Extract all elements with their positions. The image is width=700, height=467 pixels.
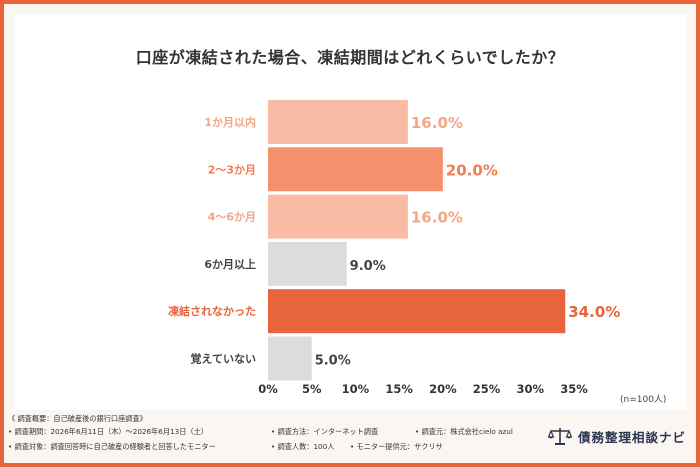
survey-source: • 調査元：株式会社cielo azul <box>415 427 513 437</box>
x-tick-label: 25% <box>473 382 501 396</box>
survey-method-text: 調査方法：インターネット調査 <box>277 427 379 436</box>
bullet: • <box>271 442 276 451</box>
bar-3 <box>268 241 347 286</box>
sample-size-note: (n=100人) <box>620 395 667 405</box>
bullet: • <box>8 427 13 436</box>
bar-0 <box>268 100 408 144</box>
survey-source-text: 調査元：株式会社cielo azul <box>421 427 513 436</box>
x-tick-label: 5% <box>302 382 322 396</box>
x-tick-label: 35% <box>560 382 588 396</box>
bullet: • <box>271 427 276 436</box>
category-label: 凍結されなかった <box>168 304 256 318</box>
data-label: 5.0% <box>315 354 351 369</box>
bar-1 <box>268 147 443 192</box>
scales-icon <box>548 428 572 445</box>
x-tick-label: 20% <box>429 382 457 396</box>
bullet: • <box>8 442 13 451</box>
data-label: 9.0% <box>350 259 386 274</box>
brand-logo-text: 債務整理相談ナビ <box>578 429 687 445</box>
category-label: 覚えていない <box>190 352 256 366</box>
bar-5 <box>268 336 312 381</box>
survey-count-text: 調査人数：100人 <box>277 442 335 451</box>
category-label: 2〜3か月 <box>208 163 256 176</box>
category-label: 4〜6か月 <box>208 211 256 224</box>
bar-chart: 1か月以内 16.0% 2〜3か月 20.0% 4〜6か月 16.0% 6か月以上 9.0% 凍… <box>168 100 620 396</box>
brand-logo: 債務整理相談ナビ <box>548 426 686 446</box>
survey-method: • 調査方法：インターネット調査 <box>271 427 378 437</box>
bullet: • <box>350 442 355 451</box>
survey-period: • 調査期間：2026年6月11日（木）～2026年6月13日（土） <box>8 427 208 437</box>
data-label: 16.0% <box>411 209 463 227</box>
bar-2 <box>268 194 408 239</box>
chart-title: 口座が凍結された場合、凍結期間はどれくらいでしたか？ <box>135 48 565 67</box>
survey-footer: 《 調査概要：自己破産後の銀行口座調査》 • 調査期間：2026年6月11日（木… <box>8 414 692 464</box>
survey-target: • 調査対象：調査回答時に自己破産の経験者と回答したモニター <box>8 442 216 452</box>
bar-4 <box>268 289 566 334</box>
survey-provider-text: モニター提供元：サクリサ <box>356 442 443 451</box>
category-label: 6か月以上 <box>204 257 256 271</box>
x-tick-label: 15% <box>385 382 413 396</box>
survey-count: • 調査人数：100人 <box>271 442 334 452</box>
bullet: • <box>415 427 420 436</box>
survey-heading: 《 調査概要：自己破産後の銀行口座調査》 <box>8 414 147 423</box>
category-label: 1か月以内 <box>204 115 256 129</box>
survey-period-text: 調査期間：2026年6月11日（木）～2026年6月13日（土） <box>14 427 208 436</box>
x-tick-label: 30% <box>517 382 545 396</box>
data-label: 16.0% <box>411 114 463 132</box>
x-tick-label: 10% <box>342 382 370 396</box>
data-label: 20.0% <box>446 161 498 179</box>
data-label: 34.0% <box>568 303 620 321</box>
x-tick-label: 0% <box>258 382 278 396</box>
survey-target-text: 調査対象：調査回答時に自己破産の経験者と回答したモニター <box>14 442 216 451</box>
survey-provider: • モニター提供元：サクリサ <box>350 442 443 452</box>
